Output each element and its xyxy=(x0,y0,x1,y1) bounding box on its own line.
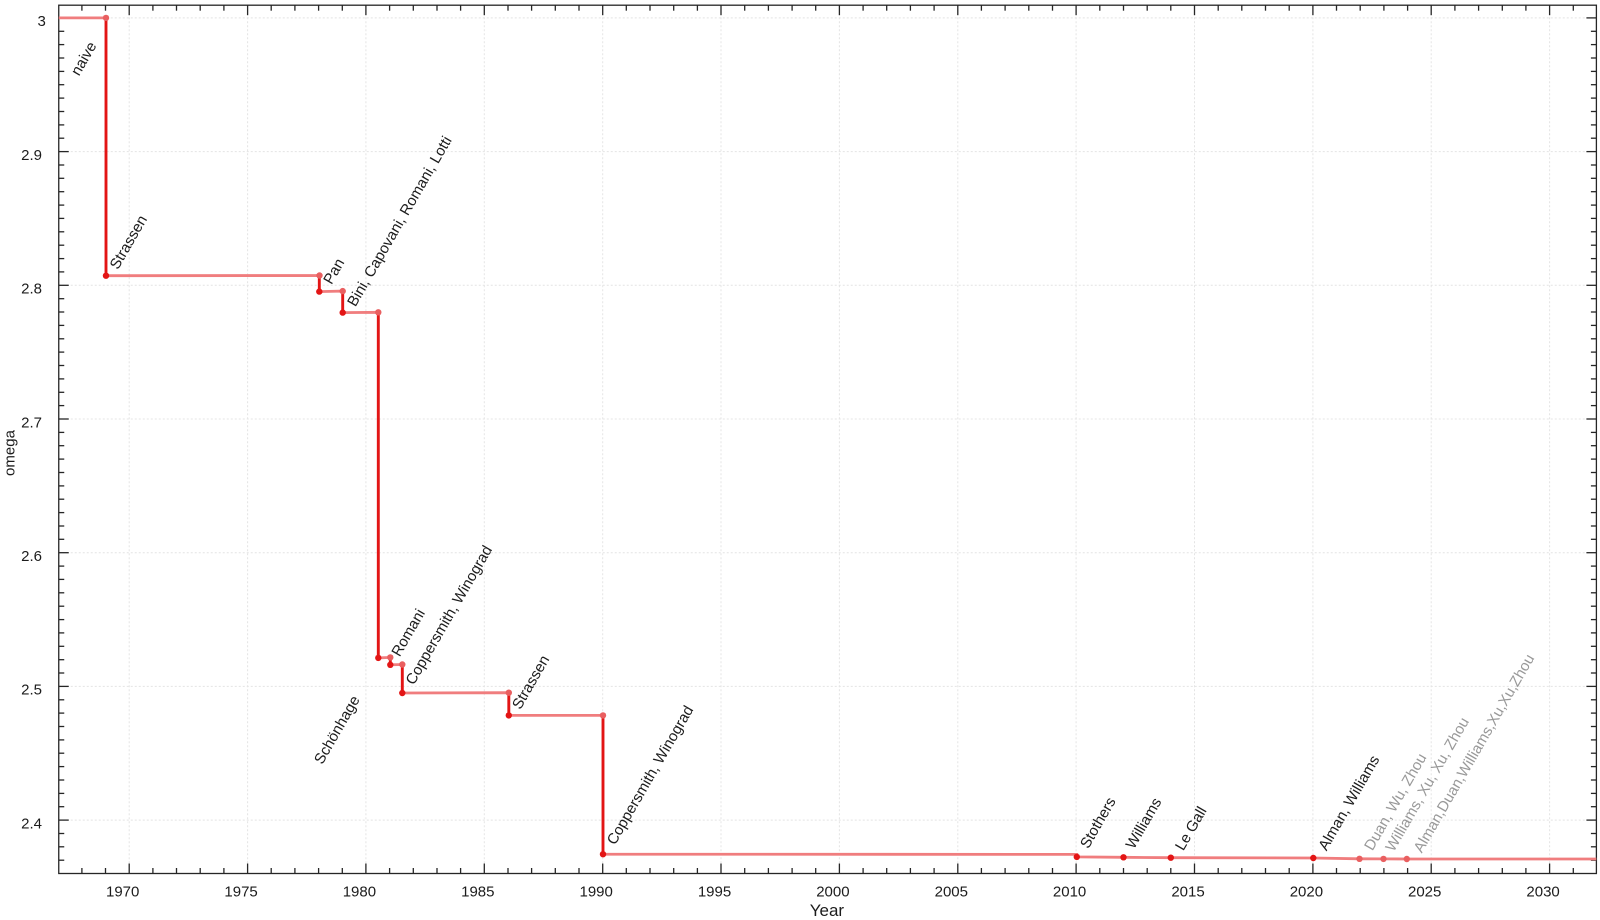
svg-text:3: 3 xyxy=(37,13,45,30)
svg-text:2030: 2030 xyxy=(1526,883,1559,900)
svg-text:2005: 2005 xyxy=(935,883,968,900)
svg-text:1990: 1990 xyxy=(580,883,613,900)
svg-text:1980: 1980 xyxy=(343,883,376,900)
svg-text:Year: Year xyxy=(810,901,845,920)
svg-text:1995: 1995 xyxy=(698,883,731,900)
svg-text:2025: 2025 xyxy=(1408,883,1441,900)
svg-text:omega: omega xyxy=(2,429,19,476)
svg-text:2000: 2000 xyxy=(816,883,849,900)
svg-text:2.4: 2.4 xyxy=(21,815,42,832)
svg-text:2.8: 2.8 xyxy=(21,281,42,298)
svg-text:2010: 2010 xyxy=(1053,883,1086,900)
svg-text:1975: 1975 xyxy=(224,883,257,900)
svg-text:1985: 1985 xyxy=(461,883,494,900)
svg-text:2015: 2015 xyxy=(1171,883,1204,900)
svg-text:2020: 2020 xyxy=(1290,883,1323,900)
svg-text:2.9: 2.9 xyxy=(21,147,42,164)
svg-text:1970: 1970 xyxy=(106,883,139,900)
svg-text:2.5: 2.5 xyxy=(21,682,42,699)
svg-text:2.7: 2.7 xyxy=(21,414,42,431)
svg-text:2.6: 2.6 xyxy=(21,548,42,565)
